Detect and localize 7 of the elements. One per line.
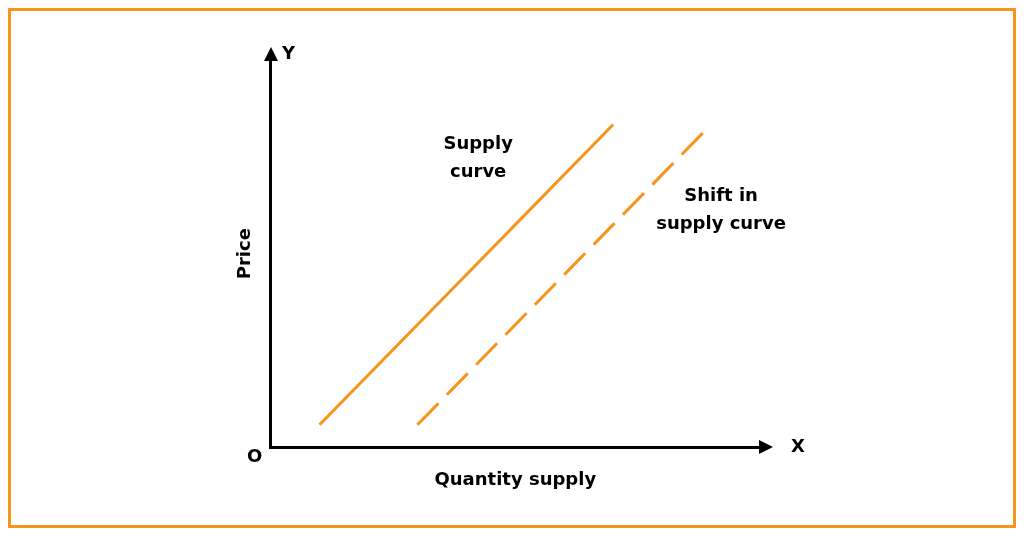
text: Y [281, 41, 297, 63]
x-axis-title: Quantity supply [434, 467, 597, 489]
y-axis-title: Price [233, 228, 255, 280]
text: O [246, 445, 263, 467]
series-label: Shift in supply curve [656, 184, 786, 234]
series-label: Supply curve [443, 132, 514, 182]
text: X [791, 435, 806, 457]
